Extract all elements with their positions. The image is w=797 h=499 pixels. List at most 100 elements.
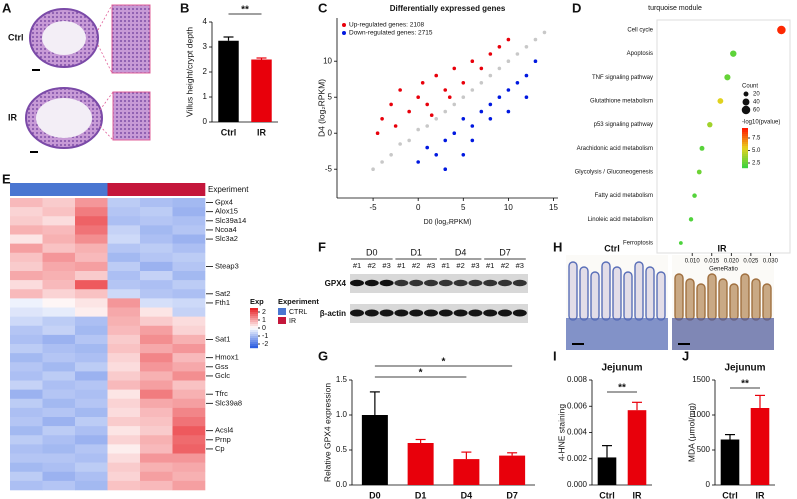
point (420, 81, 425, 85)
heatmap-cell (172, 198, 206, 208)
heatmap-cell (140, 216, 173, 226)
heatmap-cell (75, 280, 108, 290)
dot (692, 193, 697, 198)
heatmap-cell (107, 353, 141, 363)
colorbar-cell (250, 328, 258, 331)
heatmap-cell (140, 325, 173, 336)
heatmap-cell (10, 362, 43, 372)
crypt-layer (566, 318, 668, 350)
legend-swatch (278, 317, 286, 324)
colorbar-cell (250, 338, 258, 341)
row-label: Cp (215, 444, 225, 453)
y-tick-label: 1.0 (336, 410, 348, 419)
heatmap-cell (172, 371, 206, 381)
legend-title: Experiment (278, 297, 319, 306)
heatmap-cell (10, 307, 43, 317)
heatmap-cell (75, 234, 108, 244)
heatmap-cell (42, 471, 76, 482)
x-axis-label: GeneRatio (709, 267, 738, 273)
heatmap-cell (140, 261, 173, 272)
heatmap-cell (107, 462, 141, 473)
heatmap-cell (107, 316, 141, 327)
colorbar-label: 0 (262, 325, 266, 332)
heatmap-cell (107, 271, 141, 281)
colorbar-cell (250, 316, 258, 319)
experiment-bar (75, 183, 108, 196)
row-label: Gpx4 (215, 198, 233, 207)
heatmap-cell (172, 389, 206, 400)
villus (674, 273, 684, 321)
point (515, 81, 520, 85)
point (393, 124, 398, 128)
heatmap-cell (107, 252, 141, 263)
heatmap-cell (42, 453, 76, 463)
heatmap-cell (75, 480, 108, 491)
point (380, 117, 384, 121)
histology-a: Ctrl IR (8, 4, 151, 153)
dot (696, 169, 702, 175)
band (512, 279, 527, 287)
heatmap-cell (75, 271, 108, 281)
y-tick-label: Glycolysis / Gluconeogenesis (575, 170, 653, 176)
heatmap-cell (10, 243, 43, 254)
colorbar-cell (742, 164, 748, 167)
heatmap-cell (107, 261, 141, 272)
heatmap-cell (140, 207, 173, 217)
villus (707, 273, 717, 321)
x-tick-label: 0 (416, 203, 421, 212)
heatmap-cell (75, 289, 108, 299)
colorbar-cell (250, 344, 258, 347)
bar (627, 410, 647, 485)
band (424, 309, 438, 317)
legend-size (741, 105, 751, 115)
bar (720, 439, 740, 485)
heatmap-cell (10, 435, 43, 445)
heatmap-cell (172, 453, 206, 463)
heatmap-cell (10, 207, 43, 217)
heatmap-cell (10, 252, 43, 263)
colorbar-label: 2.5 (752, 161, 761, 167)
point (452, 66, 457, 71)
heatmap-cell (172, 243, 206, 254)
heatmap-cell (172, 426, 206, 436)
heatmap-cell (107, 480, 141, 491)
point (425, 102, 430, 107)
y-tick-label: 0.5 (336, 445, 348, 454)
histology-h: Ctrl IR (566, 243, 774, 350)
heatmap-cell (140, 444, 173, 454)
heatmap-cell (75, 216, 108, 226)
dot (688, 217, 694, 222)
y-axis-label: 4-HNE staining (556, 404, 566, 461)
heatmap-cell (42, 353, 76, 363)
point (425, 124, 430, 128)
point (434, 153, 439, 157)
point (533, 37, 538, 42)
time-point-label: D4 (455, 247, 467, 257)
colorbar-cell (250, 326, 258, 329)
row-label: Sat2 (215, 289, 230, 298)
heatmap-cell (42, 216, 76, 226)
row-label: Prnp (215, 435, 231, 444)
point (461, 117, 466, 121)
heatmap-cell (172, 271, 206, 281)
heatmap-cell (140, 334, 173, 345)
experiment-bar (10, 183, 43, 196)
colorbar-cell (742, 146, 748, 149)
experiment-bar (140, 183, 173, 196)
colorbar-cell (742, 154, 748, 157)
heatmap-cell (10, 280, 43, 290)
heatmap-cell (75, 225, 108, 235)
y-tick-label: 1500 (692, 375, 710, 384)
band (438, 279, 453, 287)
heatmap-cell (10, 316, 43, 327)
point (461, 153, 466, 157)
dot (730, 50, 737, 57)
time-point-label: D0 (366, 247, 378, 257)
heatmap-cell (172, 353, 206, 363)
colorbar-cell (742, 136, 748, 139)
villus (612, 266, 622, 321)
y-tick-label: Cell cycle (627, 28, 653, 34)
heatmap-cell (107, 444, 141, 454)
colorbar-cell (250, 322, 258, 325)
heatmap-cell (140, 426, 173, 436)
